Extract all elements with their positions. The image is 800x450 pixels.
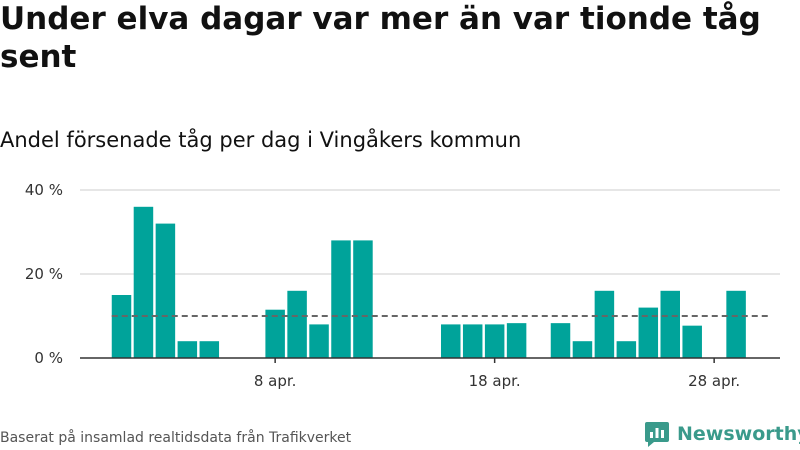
bar <box>133 206 154 358</box>
brand-name: Newsworthy <box>677 423 800 445</box>
chart-subtitle: Andel försenade tåg per dag i Vingåkers … <box>0 128 522 152</box>
bar <box>353 240 373 358</box>
y-tick-label: 0 % <box>34 349 63 367</box>
y-tick-label: 20 % <box>25 265 63 283</box>
axes: 0 % 20 % 40 % 8 apr. 18 apr. 28 apr. <box>25 181 780 390</box>
source-note: Baserat på insamlad realtidsdata från Tr… <box>0 430 352 446</box>
bar <box>199 341 220 358</box>
bar <box>177 341 198 358</box>
y-tick-label: 40 % <box>25 181 63 199</box>
x-tick-label: 18 apr. <box>469 372 521 390</box>
bar <box>682 325 702 358</box>
bar <box>441 324 461 358</box>
bar <box>616 341 637 358</box>
brand-logo: Newsworthy <box>644 420 800 448</box>
x-tick-label: 28 apr. <box>688 372 740 390</box>
bar <box>572 341 593 358</box>
bar <box>331 240 351 358</box>
x-tick-label: 8 apr. <box>254 372 297 390</box>
bar <box>660 290 680 358</box>
bar <box>484 324 505 358</box>
bar <box>265 309 285 358</box>
page-title: Under elva dagar var mer än var tionde t… <box>0 1 761 75</box>
grid-lines <box>80 189 780 275</box>
bar <box>287 290 307 358</box>
bar <box>462 324 483 358</box>
bar <box>594 290 615 358</box>
bar <box>726 290 746 358</box>
bar <box>155 223 176 358</box>
bar <box>550 323 571 358</box>
bar-series <box>111 206 746 358</box>
bar <box>506 323 527 358</box>
bar <box>111 295 132 358</box>
bar-chart: 0 % 20 % 40 % 8 apr. 18 apr. 28 apr. <box>25 181 780 390</box>
newsworthy-logo-icon <box>645 422 669 447</box>
bar <box>309 324 329 358</box>
bar <box>638 307 659 358</box>
